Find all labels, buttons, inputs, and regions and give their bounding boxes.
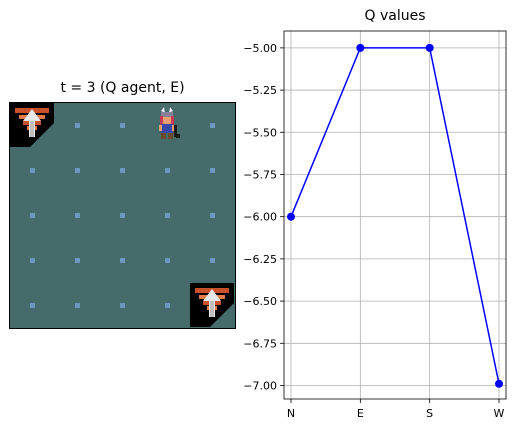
plot-frame	[283, 30, 507, 400]
y-tick-label: −5.00	[243, 42, 277, 55]
stairs-icon	[190, 283, 234, 327]
floor-dot	[30, 303, 35, 308]
q-value-point	[495, 379, 503, 388]
y-tick-label: −6.25	[243, 253, 277, 266]
chart-title: Q values	[364, 8, 426, 24]
floor-dot	[30, 213, 35, 218]
floor-dot	[120, 258, 125, 263]
x-tick-label: E	[357, 407, 364, 420]
floor-dot	[75, 303, 80, 308]
floor-dot	[165, 168, 170, 173]
stairs-icon	[10, 103, 54, 147]
floor-dot	[30, 168, 35, 173]
y-tick-label: −5.25	[243, 84, 277, 97]
floor-dot	[120, 303, 125, 308]
floor-dot	[120, 123, 125, 128]
x-tick-label: S	[426, 407, 433, 420]
floor-dot	[210, 213, 215, 218]
y-tick-label: −5.50	[243, 126, 277, 139]
floor-dot	[165, 213, 170, 218]
floor-dot	[210, 168, 215, 173]
floor-dot	[30, 258, 35, 263]
floor-dot	[75, 168, 80, 173]
floor-dot	[165, 258, 170, 263]
q-values-line	[290, 47, 500, 384]
y-tick-label: −7.00	[243, 379, 277, 392]
agent-icon	[145, 103, 189, 147]
floor-dot	[210, 123, 215, 128]
game-title: t = 3 (Q agent, E)	[60, 80, 185, 96]
floor-dot	[165, 303, 170, 308]
q-value-point	[287, 212, 295, 221]
floor-dot	[120, 213, 125, 218]
floor-dot	[120, 168, 125, 173]
floor-dot	[210, 258, 215, 263]
y-tick-label: −6.50	[243, 295, 277, 308]
y-tick-label: −5.75	[243, 168, 277, 181]
y-tick-label: −6.00	[243, 211, 277, 224]
floor-dot	[75, 213, 80, 218]
x-tick-label: N	[287, 407, 295, 420]
q-value-point	[425, 43, 434, 52]
x-tick-label: W	[494, 407, 505, 420]
y-tick-label: −6.75	[243, 337, 277, 350]
q-value-point	[356, 43, 365, 52]
floor-dot	[75, 258, 80, 263]
game-grid	[9, 102, 236, 329]
floor-dot	[75, 123, 80, 128]
